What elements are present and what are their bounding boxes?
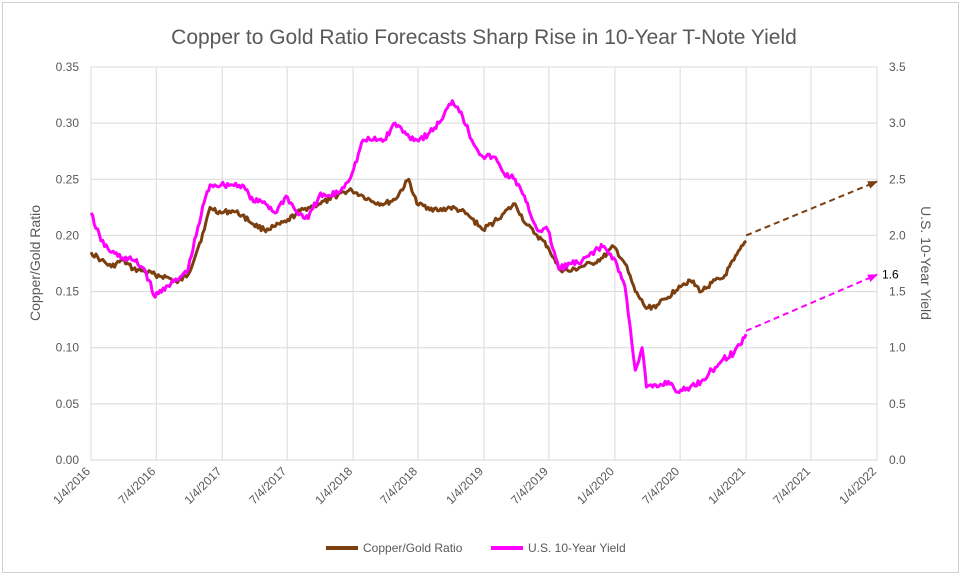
x-tick-label: 1/4/2016 xyxy=(50,464,93,507)
x-tick-label: 7/4/2021 xyxy=(770,464,813,507)
x-tick-label: 1/4/2022 xyxy=(836,464,879,507)
y-tick-label: 0.05 xyxy=(56,397,80,411)
forecast-value-label: 1.6 xyxy=(882,268,899,282)
yield-series-line xyxy=(89,99,748,395)
chart-title: Copper to Gold Ratio Forecasts Sharp Ris… xyxy=(171,26,797,49)
y-axis-label: Copper/Gold Ratio xyxy=(27,205,43,321)
y2-tick-label: 1.0 xyxy=(889,341,906,355)
legend-label: Copper/Gold Ratio xyxy=(363,541,463,555)
x-tick-label: 7/4/2016 xyxy=(115,464,158,507)
x-tick-label: 7/4/2018 xyxy=(377,464,420,507)
copper-gold-forecast-arrow xyxy=(745,180,878,237)
x-tick-label: 1/4/2021 xyxy=(705,464,748,507)
y2-tick-label: 0.0 xyxy=(889,453,906,467)
series xyxy=(89,99,748,395)
y2-tick-label: 3.5 xyxy=(889,60,906,74)
yield-forecast-arrow xyxy=(745,273,878,332)
y-tick-label: 0.35 xyxy=(56,60,80,74)
x-tick-label: 7/4/2020 xyxy=(639,464,682,507)
y2-tick-label: 2.5 xyxy=(889,172,906,186)
y-tick-label: 0.20 xyxy=(56,228,80,242)
y-tick-label: 0.15 xyxy=(56,285,80,299)
grid xyxy=(90,66,878,461)
y-tick-label: 0.25 xyxy=(56,172,80,186)
y2-axis-label: U.S. 10-Year Yield xyxy=(918,206,934,320)
copper-gold-series-line xyxy=(89,177,748,311)
y-tick-label: 0.00 xyxy=(56,453,80,467)
y2-tick-label: 2.0 xyxy=(889,228,906,242)
x-tick-label: 1/4/2018 xyxy=(312,464,355,507)
legend-label: U.S. 10-Year Yield xyxy=(528,541,626,555)
x-tick-label: 1/4/2019 xyxy=(443,464,486,507)
axes: 0.00 0.05 0.10 0.15 0.20 0.25 0.30 0.35 0.0 0.5 1.… xyxy=(50,60,906,507)
legend: Copper/Gold Ratio U.S. 10-Year Yield xyxy=(326,541,626,555)
forecast-arrows xyxy=(745,180,878,332)
y-tick-label: 0.30 xyxy=(56,116,80,130)
x-tick-label: 7/4/2017 xyxy=(246,464,289,507)
y2-tick-label: 0.5 xyxy=(889,397,906,411)
x-tick-label: 1/4/2020 xyxy=(574,464,617,507)
annotations: 1.6 xyxy=(882,268,899,282)
x-tick-label: 7/4/2019 xyxy=(508,464,551,507)
y2-tick-label: 3.0 xyxy=(889,116,906,130)
y2-tick-label: 1.5 xyxy=(889,285,906,299)
y-tick-label: 0.10 xyxy=(56,341,80,355)
x-tick-label: 1/4/2017 xyxy=(181,464,224,507)
